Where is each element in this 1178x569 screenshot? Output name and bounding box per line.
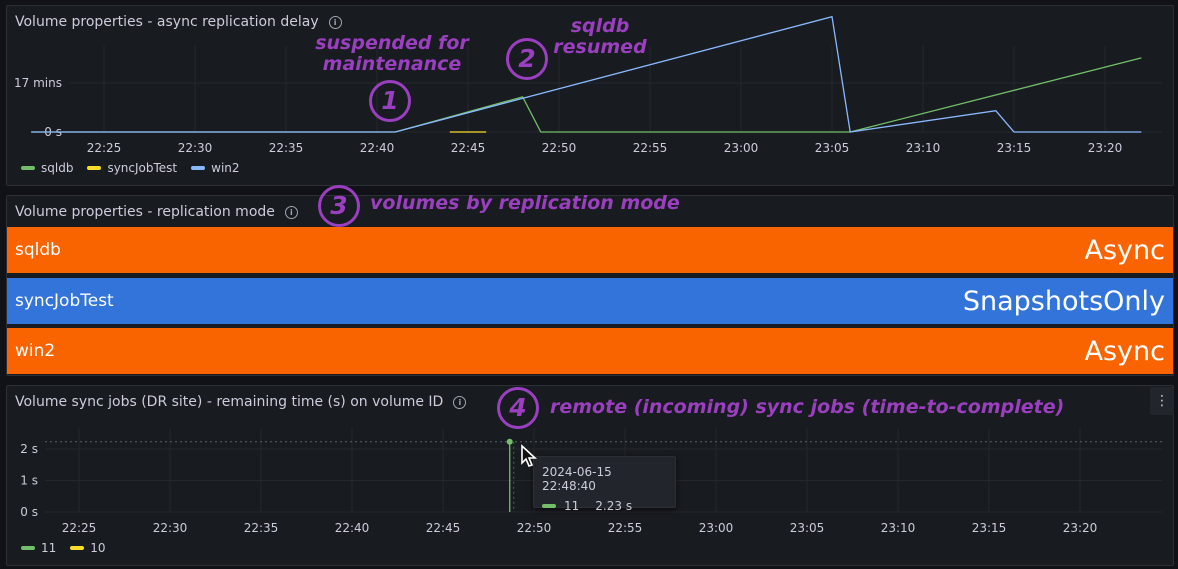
info-icon[interactable]: i [284, 205, 298, 219]
stat-name: syncJobTest [15, 291, 114, 311]
annotation-line: resumed [553, 36, 647, 58]
replication-delay-panel: Volume properties - async replication de… [6, 5, 1174, 186]
kebab-menu-icon[interactable]: ⋮ [1150, 387, 1174, 415]
x-tick-label: 23:10 [906, 141, 941, 155]
legend-item-11[interactable]: 11 [21, 541, 56, 555]
annotation-line: sqldb [570, 15, 630, 37]
chart-tooltip: 2024-06-15 22:48:40 11 2.23 s [533, 456, 676, 513]
data-point-11 [506, 438, 513, 445]
x-tick-label: 22:30 [153, 521, 188, 535]
x-tick-label: 23:00 [724, 141, 759, 155]
panel-title: Volume sync jobs (DR site) - remaining t… [15, 394, 467, 410]
y-tick-label: 0 s [20, 505, 38, 519]
tooltip-value: 2.23 s [595, 499, 633, 513]
chart-legend: 11 10 [21, 541, 106, 555]
x-tick-label: 22:25 [62, 521, 97, 535]
annotation-marker-4: 4 [497, 387, 539, 429]
x-tick-label: 23:00 [699, 521, 734, 535]
annotation-line: maintenance [322, 53, 462, 75]
info-icon[interactable]: i [328, 15, 342, 29]
legend-swatch [70, 546, 85, 550]
legend-label: 10 [90, 541, 106, 555]
stat-row-syncjobtest[interactable]: syncJobTest SnapshotsOnly [7, 278, 1173, 324]
annotation-replication-mode: volumes by replication mode [370, 192, 680, 214]
x-tick-label: 22:45 [451, 141, 486, 155]
y-tick-label: 2 s [20, 442, 38, 456]
annotation-line: suspended for [315, 32, 469, 54]
stat-name: win2 [15, 341, 56, 361]
legend-swatch [542, 504, 556, 508]
x-tick-label: 22:40 [360, 141, 395, 155]
x-tick-label: 23:20 [1088, 141, 1123, 155]
x-tick-label: 23:15 [972, 521, 1007, 535]
x-tick-label: 22:25 [87, 141, 122, 155]
stat-value: SnapshotsOnly [962, 285, 1165, 317]
legend-swatch [191, 166, 206, 170]
stat-row-win2[interactable]: win2 Async [7, 328, 1173, 374]
legend-item-10[interactable]: 10 [70, 541, 106, 555]
series-line-sqldb [31, 57, 1142, 133]
x-tick-label: 23:10 [881, 521, 916, 535]
x-tick-label: 22:30 [178, 141, 213, 155]
annotation-suspended: suspended for maintenance [307, 33, 477, 75]
annotation-marker-1: 1 [369, 80, 411, 122]
panel-title-text: Volume sync jobs (DR site) - remaining t… [15, 394, 444, 410]
x-tick-label: 22:55 [633, 141, 668, 155]
x-tick-label: 22:35 [244, 521, 279, 535]
panel-title: Volume properties - async replication de… [15, 14, 342, 30]
stat-row-sqldb[interactable]: sqldb Async [7, 227, 1173, 273]
panel-title-text: Volume properties - replication mode [15, 204, 275, 220]
stat-name: sqldb [15, 240, 61, 260]
tooltip-row: 11 2.23 s [542, 499, 667, 513]
x-tick-label: 22:45 [426, 521, 461, 535]
annotation-marker-3: 3 [318, 185, 360, 227]
x-tick-label: 22:50 [542, 141, 577, 155]
legend-swatch [21, 166, 35, 170]
tooltip-series: 11 [564, 499, 580, 513]
x-tick-label: 23:20 [1063, 521, 1098, 535]
replication-delay-chart[interactable]: 22:25 22:30 22:35 22:40 22:45 22:50 22:55 23:00… [7, 6, 1175, 187]
chart-legend: sqldb syncJobTest win2 [21, 161, 240, 175]
x-tick-label: 23:15 [997, 141, 1032, 155]
y-tick-label: 1 s [20, 474, 38, 488]
panel-title: Volume properties - replication mode i [15, 204, 298, 220]
legend-item-sqldb[interactable]: sqldb [21, 161, 73, 175]
x-tick-label: 23:05 [815, 141, 850, 155]
x-tick-label: 22:40 [335, 521, 370, 535]
panel-title-text: Volume properties - async replication de… [15, 14, 319, 30]
x-tick-label: 22:50 [517, 521, 552, 535]
x-tick-label: 22:55 [608, 521, 643, 535]
legend-swatch [87, 166, 102, 170]
annotation-resumed: sqldb resumed [540, 16, 660, 58]
legend-swatch [21, 546, 35, 550]
y-tick-label: 17 mins [14, 76, 62, 90]
tooltip-time: 2024-06-15 22:48:40 [542, 465, 612, 493]
stat-value: Async [1084, 335, 1165, 367]
x-tick-label: 23:05 [790, 521, 825, 535]
legend-label: sqldb [41, 161, 74, 175]
legend-label: win2 [211, 161, 240, 175]
stat-value: Async [1084, 234, 1165, 266]
annotation-marker-2: 2 [506, 38, 548, 80]
series-line-win2 [31, 15, 1142, 133]
legend-item-syncjobtest[interactable]: syncJobTest [87, 161, 177, 175]
legend-label: 11 [41, 541, 57, 555]
info-icon[interactable]: i [453, 395, 467, 409]
legend-label: syncJobTest [107, 161, 178, 175]
annotation-sync-jobs: remote (incoming) sync jobs (time-to-com… [550, 396, 1065, 418]
x-tick-label: 22:35 [269, 141, 304, 155]
mouse-cursor-icon [521, 444, 538, 467]
legend-item-win2[interactable]: win2 [191, 161, 240, 175]
